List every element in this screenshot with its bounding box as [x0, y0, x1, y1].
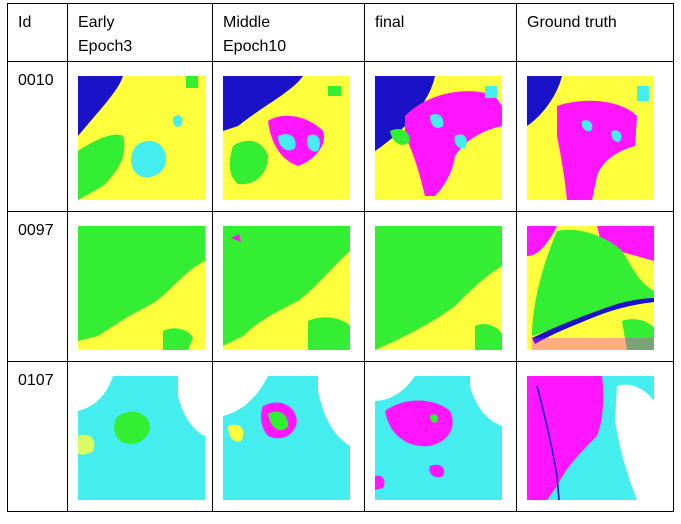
- header-early-cell: Early Epoch3: [67, 3, 213, 62]
- header-middle-cell: Middle Epoch10: [212, 3, 365, 62]
- header-middle-epoch: Epoch10: [223, 38, 287, 55]
- header-id: Id: [18, 14, 32, 31]
- segmentation-image: [223, 226, 350, 350]
- row-id: 0097: [18, 222, 54, 239]
- header-final-cell: final: [364, 3, 517, 62]
- header-middle-label: Middle: [223, 14, 271, 31]
- segmentation-image: [223, 76, 350, 200]
- header-final: final: [375, 14, 405, 31]
- early-cell: [67, 211, 213, 362]
- segmentation-image: [78, 376, 205, 500]
- header-ground-truth: Ground truth: [527, 14, 617, 31]
- middle-cell: [212, 61, 365, 212]
- id-cell: 0107: [7, 361, 68, 512]
- table-row: 0010: [7, 61, 674, 212]
- ground-truth-cell: [516, 211, 674, 362]
- ground-truth-cell: [516, 61, 674, 212]
- segmentation-image: [527, 376, 654, 500]
- final-cell: [364, 361, 517, 512]
- id-cell: 0010: [7, 61, 68, 212]
- row-id: 0010: [18, 72, 54, 89]
- segmentation-image: [375, 76, 502, 200]
- segmentation-image: [527, 226, 654, 350]
- header-early-epoch: Epoch3: [78, 38, 133, 55]
- final-cell: [364, 211, 517, 362]
- middle-cell: [212, 211, 365, 362]
- early-cell: [67, 61, 213, 212]
- ground-truth-cell: [516, 361, 674, 512]
- segmentation-image: [527, 76, 654, 200]
- middle-cell: [212, 361, 365, 512]
- table-row: 0107: [7, 361, 674, 512]
- segmentation-image: [223, 376, 350, 500]
- header-row: Id Early Epoch3 Middle Epoch10 final Groun…: [7, 3, 674, 62]
- header-id-cell: Id: [7, 3, 68, 62]
- segmentation-image: [78, 226, 205, 350]
- segmentation-image: [78, 76, 205, 200]
- early-cell: [67, 361, 213, 512]
- id-cell: 0097: [7, 211, 68, 362]
- row-id: 0107: [18, 372, 54, 389]
- header-ground-truth-cell: Ground truth: [516, 3, 674, 62]
- segmentation-image: [375, 376, 502, 500]
- table-row: 0097: [7, 211, 674, 362]
- segmentation-image: [375, 226, 502, 350]
- header-early-label: Early: [78, 14, 115, 31]
- final-cell: [364, 61, 517, 212]
- comparison-table: Id Early Epoch3 Middle Epoch10 final Groun…: [7, 3, 674, 512]
